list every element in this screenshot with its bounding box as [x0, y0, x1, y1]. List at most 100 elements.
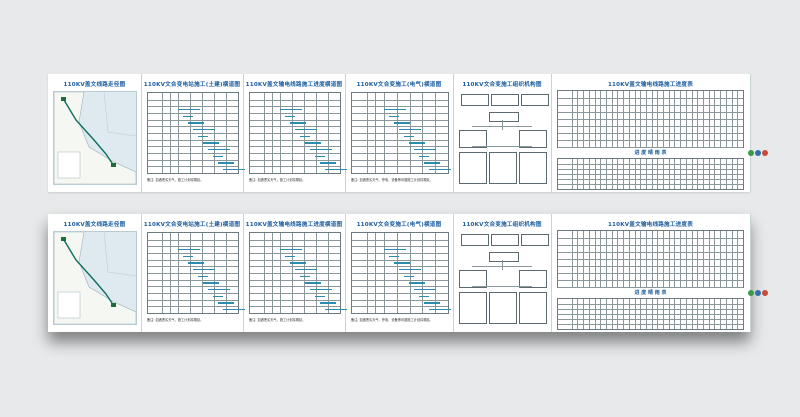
grid-row-line: [148, 306, 238, 307]
grid-row-line: [250, 306, 340, 307]
schedule-bar: [203, 142, 219, 144]
panel-title: 110KV盖文线路走径图: [63, 222, 126, 228]
grid-col-line: [170, 233, 171, 313]
schedule-bar: [198, 135, 208, 138]
grid-row-line: [148, 119, 238, 121]
status-dot-icon: [755, 150, 761, 156]
org-box: [521, 94, 549, 106]
grid-row-line: [148, 99, 238, 101]
org-box: [519, 270, 547, 288]
schedule-bar: [429, 308, 451, 311]
grid-col-line: [162, 233, 163, 313]
schedule-bar: [280, 108, 302, 111]
grid-col-line: [292, 93, 293, 173]
grid-row-line: [148, 153, 238, 154]
grid-row-line: [148, 239, 238, 241]
panel-line_progress: 110KV盖文输电线路施工进度横道图 备注: 如遇恶劣天气，施工计划将顺延。: [243, 74, 347, 192]
schedule-bar: [285, 115, 295, 118]
schedule-note: 备注: 如遇恶劣天气，施工计划将顺延。: [147, 318, 204, 322]
progress-grid: [557, 230, 744, 288]
grid-row-line: [352, 306, 448, 307]
grid-row-line: [352, 159, 448, 161]
grid-row-line: [148, 266, 238, 267]
grid-row-line: [148, 126, 238, 127]
grid-row-line: [250, 119, 340, 121]
grid-row-line: [250, 146, 340, 147]
bottom-board: 110KV盖文线路走径图 110KV文合变电站施工(土建)横道图 备注: 如遇恶劣天…: [48, 214, 768, 332]
schedule-bar: [188, 262, 204, 264]
schedule-bar: [414, 288, 436, 291]
grid-row-line: [148, 253, 238, 254]
grid-row-line: [250, 299, 340, 301]
grid-col-line: [202, 93, 203, 173]
panel-title: 110KV文合变施工(电气)横道图: [356, 222, 442, 228]
schedule-bar: [409, 142, 425, 144]
grid-row-line: [250, 279, 340, 281]
schedule-bar: [213, 295, 223, 298]
panel-organization: 110KV文合变施工组织机构图: [453, 214, 552, 332]
grid-col-line: [190, 93, 191, 173]
grid-col-line: [422, 93, 423, 173]
org-box: [489, 252, 519, 262]
org-box: [521, 234, 549, 246]
org-connector: [502, 120, 503, 130]
grid-col-line: [178, 93, 179, 173]
grid-row-line: [148, 299, 238, 301]
grid-row-line: [352, 139, 448, 141]
route-map-svg: [53, 231, 137, 325]
panel-title: 110KV盖文线路走径图: [63, 82, 126, 88]
schedule-bar: [429, 168, 451, 171]
schedule-bar: [290, 262, 306, 264]
weather-grid: [557, 298, 744, 330]
grid-col-line: [375, 93, 376, 173]
grid-row-line: [250, 153, 340, 154]
status-dot-icon: [748, 290, 754, 296]
org-box: [519, 152, 547, 184]
grid-col-line: [375, 233, 376, 313]
org-box: [459, 152, 487, 184]
schedule-note: 备注: 如遇恶劣天气、停电、设备等问题施工计划将顺延。: [351, 178, 433, 182]
schedule-grid: [249, 232, 347, 314]
schedule-bar: [213, 155, 223, 158]
grid-col-line: [435, 93, 436, 173]
grid-row-line: [148, 106, 238, 107]
schedule-bar: [384, 248, 406, 251]
panel-title: 110KV盖文输电线路施工进度横道图: [245, 222, 343, 228]
grid-row-line: [250, 259, 340, 261]
grid-col-line: [292, 233, 293, 313]
panel-progress_table: 110KV盖文输电线路施工进度表进 度 晴 雨 表: [551, 214, 751, 332]
panel-title: 110KV文合变施工(电气)横道图: [356, 82, 442, 88]
schedule-bar: [320, 302, 336, 304]
grid-row-line: [250, 139, 340, 141]
org-box: [491, 94, 519, 106]
grid-row-line: [352, 146, 448, 147]
grid-row-line: [352, 253, 448, 254]
org-box: [489, 292, 517, 324]
org-box: [491, 234, 519, 246]
grid-row-line: [148, 279, 238, 281]
grid-col-line: [396, 93, 398, 173]
grid-row-line: [352, 113, 448, 114]
grid-row-line: [148, 246, 238, 247]
schedule-bar: [280, 248, 302, 251]
schedule-bar: [198, 275, 208, 278]
grid-row-line: [250, 113, 340, 114]
grid-row-line: [148, 139, 238, 141]
grid-col-line: [280, 233, 281, 313]
grid-row-line: [250, 266, 340, 267]
schedule-note: 备注: 如遇恶劣天气，施工计划将顺延。: [249, 178, 306, 182]
schedule-bar: [295, 128, 317, 131]
grid-row-line: [250, 293, 340, 294]
grid-row-line: [352, 299, 448, 301]
schedule-grid: [147, 232, 245, 314]
status-dot-icon: [755, 290, 761, 296]
schedule-bar: [203, 282, 219, 284]
grid-row-line: [352, 153, 448, 154]
schedule-note: 备注: 如遇恶劣天气，施工计划将顺延。: [249, 318, 306, 322]
status-dot-icon: [762, 290, 768, 296]
org-box: [459, 292, 487, 324]
grid-col-line: [409, 93, 411, 173]
grid-row-line: [352, 246, 448, 247]
grid-col-line: [214, 233, 215, 313]
grid-col-line: [409, 233, 411, 313]
